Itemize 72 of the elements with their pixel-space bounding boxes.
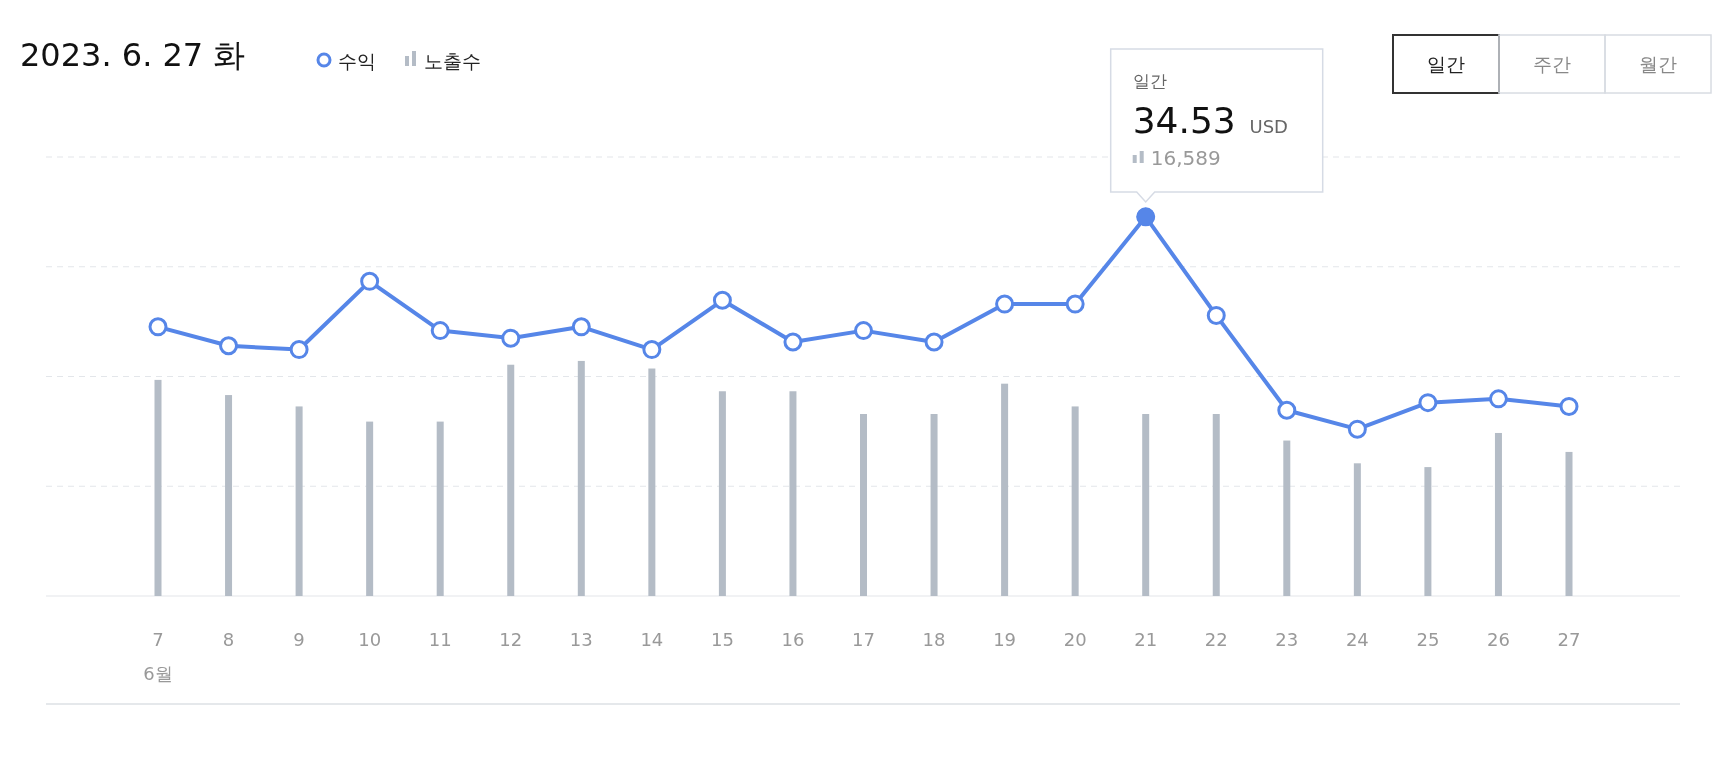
x-tick-label: 8 xyxy=(222,629,235,650)
bar xyxy=(507,364,515,596)
point xyxy=(1488,389,1508,409)
bar xyxy=(154,379,162,596)
point xyxy=(854,321,873,341)
point xyxy=(360,271,380,291)
x-tick-label: 23 xyxy=(1275,629,1299,650)
bar xyxy=(577,360,585,596)
bar xyxy=(225,395,233,596)
x-tick-label: 19 xyxy=(993,629,1017,650)
x-tick-label: 15 xyxy=(710,629,734,650)
x-tick-label: 13 xyxy=(569,629,593,650)
text: 일간 xyxy=(1427,53,1465,75)
x-tick-label: 21 xyxy=(1134,629,1158,650)
point xyxy=(642,340,662,360)
x-tick-label: 10 xyxy=(358,629,382,650)
bar xyxy=(930,414,938,596)
bar xyxy=(860,414,867,596)
point xyxy=(924,332,944,352)
x-tick-label: 9 xyxy=(293,629,305,650)
point xyxy=(148,317,168,337)
x-tick-label: 25 xyxy=(1416,629,1440,650)
point xyxy=(289,340,309,360)
bar xyxy=(1142,414,1150,596)
bar xyxy=(1212,414,1220,596)
text: 주간 xyxy=(1533,53,1571,75)
bar xyxy=(295,406,303,596)
bar xyxy=(1353,463,1361,596)
x-tick-label: 24 xyxy=(1345,629,1369,650)
text: 6월 xyxy=(143,663,173,684)
text: 월간 xyxy=(1639,53,1677,75)
x-tick-label: 16 xyxy=(781,629,805,650)
bar xyxy=(1424,467,1432,596)
chart-title: 2023. 6. 27 화 xyxy=(20,36,246,74)
bar xyxy=(1071,406,1079,596)
bar xyxy=(1283,440,1291,596)
x-tick-label: 27 xyxy=(1557,629,1581,650)
point xyxy=(1277,400,1297,420)
point xyxy=(501,328,521,348)
x-tick-label: 17 xyxy=(852,629,875,650)
point xyxy=(995,294,1015,314)
x-tick-label: 26 xyxy=(1487,629,1510,650)
x-tick-label: 20 xyxy=(1063,629,1087,650)
point xyxy=(1206,305,1226,325)
point xyxy=(783,332,803,352)
bar xyxy=(436,421,444,596)
legend-label: 수익 xyxy=(338,50,376,72)
legend-label: 노출수 xyxy=(424,50,481,72)
bar xyxy=(718,391,726,596)
bar xyxy=(366,421,374,596)
text: 일간 xyxy=(1132,71,1167,91)
bar xyxy=(1494,432,1502,596)
point xyxy=(430,321,450,341)
x-tick-label: 11 xyxy=(428,629,452,650)
x-tick-label: 22 xyxy=(1204,629,1228,650)
x-tick-label: 18 xyxy=(922,629,946,650)
point xyxy=(712,290,732,310)
point xyxy=(1559,396,1579,416)
bar xyxy=(648,368,656,596)
bar xyxy=(1565,451,1573,596)
point xyxy=(571,317,591,337)
bar xyxy=(789,391,797,596)
x-tick-label: 7 xyxy=(152,629,164,650)
point xyxy=(1418,393,1438,413)
x-tick-label: 12 xyxy=(499,629,523,650)
bar xyxy=(1001,383,1009,596)
point xyxy=(1065,294,1085,314)
text: 34.53 USD xyxy=(1132,100,1288,141)
text: 16,589 xyxy=(1150,146,1221,170)
x-tick-label: 14 xyxy=(640,629,664,650)
point xyxy=(1347,419,1367,439)
point xyxy=(219,336,239,356)
